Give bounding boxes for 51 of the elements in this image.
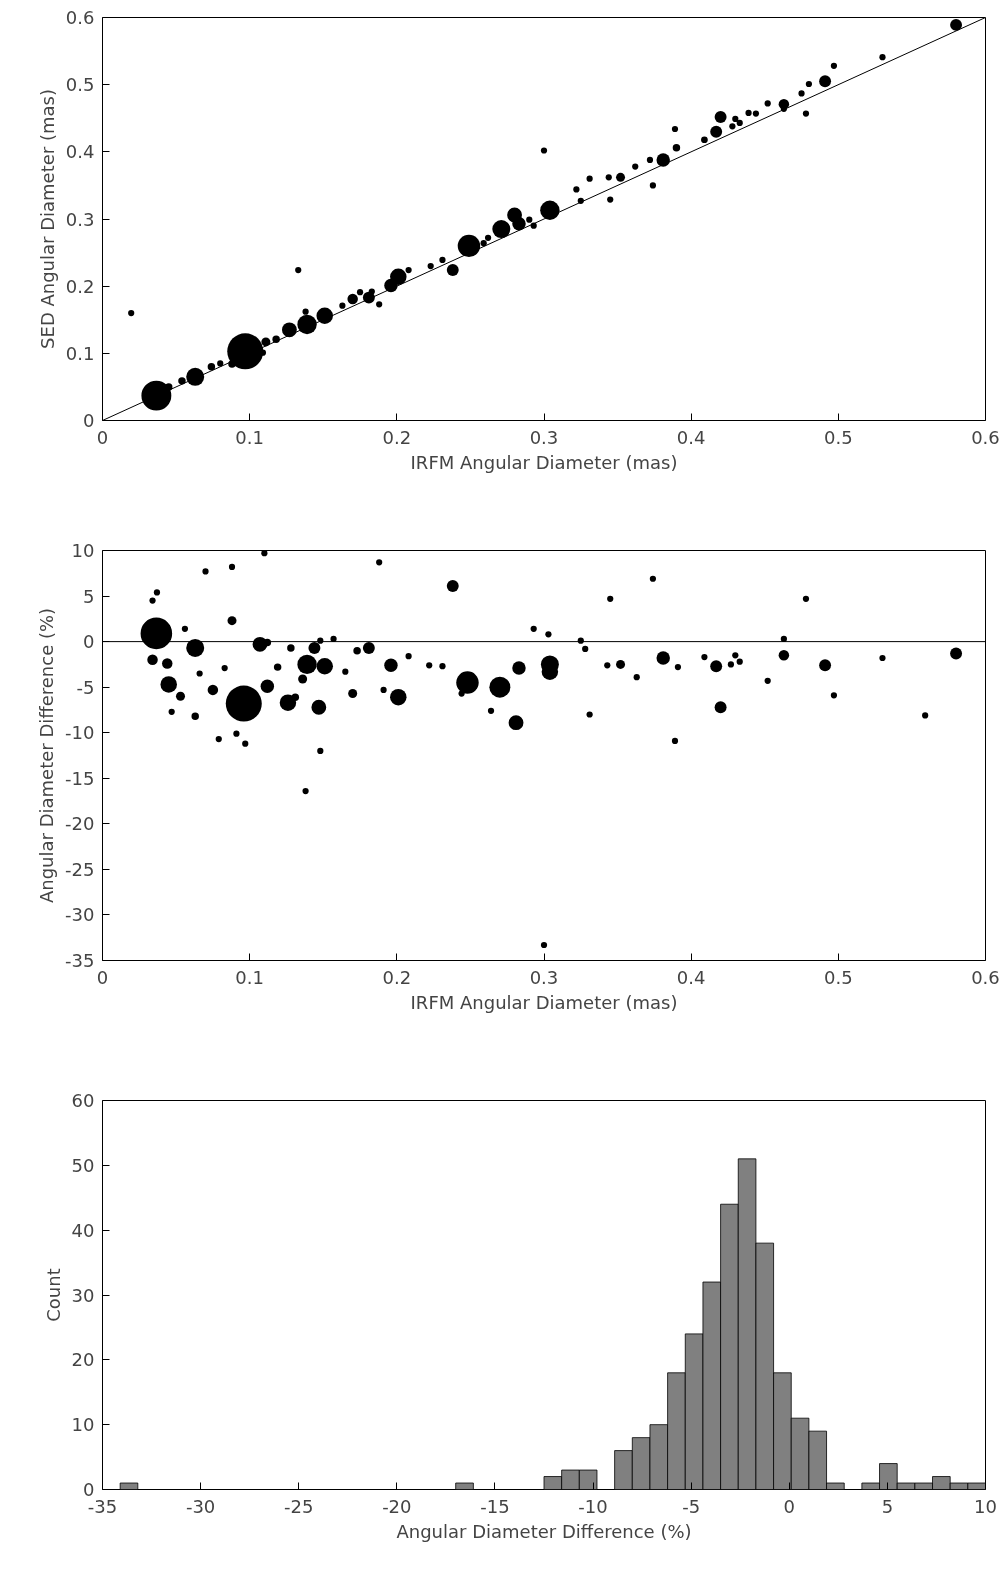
x-tick-label: 0.1 xyxy=(235,966,264,988)
y-tick-label: 60 xyxy=(71,1090,95,1111)
y-axis-title: Count xyxy=(42,1268,64,1322)
y-tick-label: 0 xyxy=(83,631,95,653)
y-tick-label: 0.1 xyxy=(65,342,95,364)
x-tick-label: -15 xyxy=(480,1495,510,1517)
y-tick-label: 0.2 xyxy=(65,275,95,297)
y-tick-label: -15 xyxy=(65,767,95,789)
x-tick-label: -25 xyxy=(284,1495,314,1517)
x-tick-label: 0.5 xyxy=(824,966,853,988)
x-tick-label: 0.5 xyxy=(824,426,853,448)
x-tick-label: 0.6 xyxy=(971,426,1000,448)
x-tick-label: -20 xyxy=(382,1495,412,1517)
y-tick-label: 0 xyxy=(83,410,95,431)
y-tick-label: -25 xyxy=(65,858,95,880)
x-tick-label: 5 xyxy=(881,1495,894,1517)
y-tick-label: 10 xyxy=(71,540,95,561)
x-tick-label: 0.3 xyxy=(529,966,559,988)
y-tick-label: 0.4 xyxy=(65,141,95,163)
x-tick-label: 0.3 xyxy=(529,426,559,448)
y-tick-label: 50 xyxy=(71,1154,95,1176)
x-axis-title: Angular Diameter Difference (%) xyxy=(396,1520,692,1542)
y-tick-label: -30 xyxy=(65,904,95,926)
x-tick-label: 0.4 xyxy=(676,966,706,988)
y-tick-label: -10 xyxy=(65,722,95,744)
y-tick-label: -20 xyxy=(65,813,95,835)
y-tick-label: -35 xyxy=(65,950,95,971)
y-axis-title: Angular Diameter Difference (%) xyxy=(36,607,58,904)
y-tick-label: 10 xyxy=(71,1414,95,1436)
x-axis-title: IRFM Angular Diameter (mas) xyxy=(410,451,678,473)
x-tick-label: -30 xyxy=(185,1495,216,1517)
y-axis-title: SED Angular Diameter (mas) xyxy=(36,89,58,349)
x-tick-label: 0.6 xyxy=(971,966,1000,988)
x-tick-label: 10 xyxy=(974,1495,997,1517)
x-tick-label: 0 xyxy=(783,1495,795,1517)
y-tick-label: 0.5 xyxy=(65,74,95,96)
x-tick-label: 0.2 xyxy=(382,426,412,448)
y-tick-label: 5 xyxy=(83,585,95,607)
y-tick-label: 40 xyxy=(71,1219,95,1241)
x-axis-title: IRFM Angular Diameter (mas) xyxy=(410,991,678,1013)
y-tick-label: 30 xyxy=(71,1284,95,1306)
x-tick-label: 0.1 xyxy=(235,426,264,448)
y-tick-label: 0.3 xyxy=(65,208,95,230)
y-tick-label: -5 xyxy=(76,676,95,698)
x-tick-label: 0.2 xyxy=(382,966,412,988)
y-tick-label: 0.6 xyxy=(65,7,95,28)
y-tick-label: 20 xyxy=(71,1349,95,1371)
x-tick-label: -5 xyxy=(682,1495,701,1517)
y-tick-label: 0 xyxy=(83,1479,95,1500)
x-tick-label: 0.4 xyxy=(676,426,706,448)
x-tick-label: -10 xyxy=(578,1495,608,1517)
